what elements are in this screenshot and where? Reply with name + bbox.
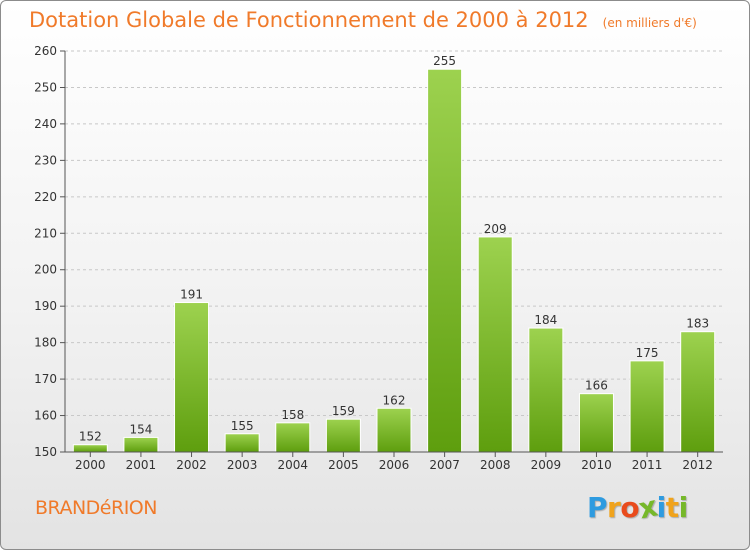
chart-subtitle: (en milliers d'€) — [602, 16, 697, 30]
x-tick-label: 2007 — [429, 458, 460, 472]
y-tick-label: 160 — [34, 409, 57, 423]
data-label: 183 — [686, 317, 709, 331]
y-tick-label: 220 — [34, 190, 57, 204]
bar — [376, 407, 412, 453]
x-tick-label: 2012 — [682, 458, 713, 472]
bar — [224, 433, 260, 453]
x-tick-label: 2003 — [227, 458, 258, 472]
data-label: 154 — [129, 422, 152, 436]
bar — [275, 422, 311, 453]
data-label: 155 — [231, 419, 254, 433]
brand-letter: i — [678, 491, 689, 524]
x-tick-label: 2005 — [328, 458, 359, 472]
brand-letter: r — [607, 491, 621, 524]
brand-letter: t — [665, 491, 679, 524]
x-tick-label: 2008 — [480, 458, 511, 472]
data-label: 184 — [534, 313, 557, 327]
data-label: 159 — [332, 404, 355, 418]
x-tick-label: 2000 — [75, 458, 106, 472]
brand-letter: i — [656, 491, 667, 524]
grid-lines — [65, 50, 723, 453]
bar — [427, 68, 463, 453]
x-tick-label: 2009 — [531, 458, 562, 472]
y-tick-label: 230 — [34, 153, 57, 167]
title-text: Dotation Globale de Fonctionnement de 20… — [29, 8, 589, 32]
bar — [325, 418, 361, 453]
bar — [528, 327, 564, 453]
y-tick-label: 150 — [34, 445, 57, 459]
data-label: 191 — [180, 288, 203, 302]
y-tick-label: 260 — [34, 44, 57, 58]
data-label: 162 — [383, 393, 406, 407]
bar — [578, 393, 614, 453]
x-tick-label: 2011 — [632, 458, 663, 472]
y-tick-label: 250 — [34, 80, 57, 94]
y-tick-label: 240 — [34, 117, 57, 131]
brand-letter: o — [620, 491, 640, 524]
bars — [72, 68, 716, 453]
data-label: 255 — [433, 54, 456, 68]
y-tick-label: 180 — [34, 336, 57, 350]
bar — [477, 236, 513, 453]
data-label: 175 — [636, 346, 659, 360]
x-tick-label: 2010 — [581, 458, 612, 472]
bar — [123, 436, 159, 453]
chart-title: Dotation Globale de Fonctionnement de 20… — [29, 8, 697, 32]
bar — [629, 360, 665, 453]
axes: 150 160 170 180 190 200 210 220 230 240 250 260 2000… — [34, 44, 723, 472]
data-label: 152 — [79, 430, 102, 444]
brand-letter: P — [587, 491, 608, 524]
data-labels: 152 154 191 155 158 159 162 255 209 184 166 175 183 — [79, 54, 709, 443]
x-tick-label: 2001 — [126, 458, 157, 472]
x-tick-label: 2006 — [379, 458, 410, 472]
commune-name: BRANDéRION — [35, 497, 157, 519]
data-label: 209 — [484, 222, 507, 236]
y-tick-label: 170 — [34, 372, 57, 386]
bar — [680, 331, 716, 453]
x-tick-label: 2002 — [176, 458, 207, 472]
bar — [72, 444, 108, 453]
data-label: 158 — [281, 408, 304, 422]
bar — [174, 302, 210, 453]
y-tick-label: 200 — [34, 263, 57, 277]
x-tick-label: 2004 — [277, 458, 308, 472]
y-tick-label: 190 — [34, 299, 57, 313]
y-tick-label: 210 — [34, 226, 57, 240]
proxiti-logo: Proxiti — [587, 490, 689, 526]
data-label: 166 — [585, 379, 608, 393]
